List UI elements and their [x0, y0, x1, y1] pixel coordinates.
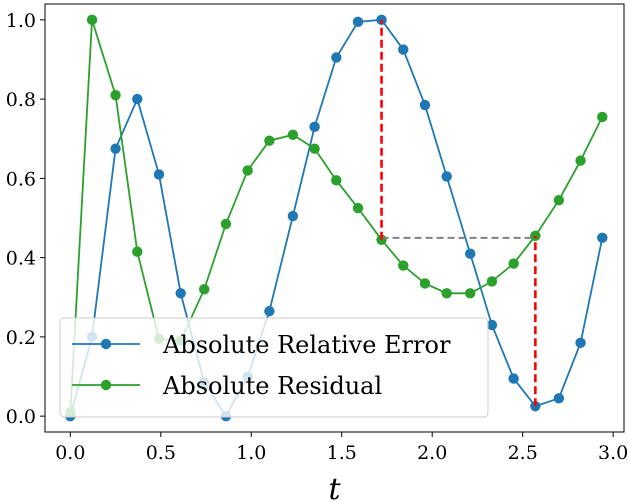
data-point: [508, 258, 519, 269]
y-tick-label: 0.6: [6, 168, 36, 190]
data-point: [530, 230, 541, 242]
data-point: [264, 135, 275, 146]
x-tick-label: 1.5: [327, 442, 357, 464]
legend: Absolute Relative Error Absolute Residual: [59, 317, 489, 418]
legend-swatch-marker: [100, 338, 112, 350]
data-point: [331, 52, 342, 63]
data-point: [508, 373, 519, 384]
y-tick-label: 1.0: [6, 10, 36, 32]
data-point: [352, 202, 364, 214]
data-point: [419, 99, 431, 111]
data-point: [398, 260, 409, 271]
x-tick-label: 1.0: [236, 442, 266, 464]
data-point: [309, 121, 320, 133]
x-axis-label: t: [328, 472, 341, 502]
data-point: [331, 175, 342, 186]
legend-label: Absolute Relative Error: [162, 331, 451, 359]
legend-box: [59, 317, 489, 418]
data-point: [553, 194, 565, 206]
data-point: [287, 210, 299, 222]
y-tick-label: 0.2: [6, 327, 36, 349]
tick-marks: [40, 19, 614, 437]
data-point: [175, 288, 186, 299]
y-tick-label: 0.4: [6, 248, 36, 270]
data-point: [597, 232, 608, 244]
data-point: [575, 155, 586, 166]
data-point: [242, 165, 253, 176]
data-point: [110, 143, 121, 154]
y-tick-label: 0.0: [6, 406, 36, 428]
data-point: [465, 248, 476, 259]
data-point: [441, 288, 452, 299]
x-tick-label: 2.5: [508, 442, 538, 464]
data-point: [597, 111, 608, 123]
data-point: [86, 14, 98, 26]
plot-frame: [44, 3, 625, 433]
data-point: [465, 288, 476, 299]
annotations: [380, 19, 537, 407]
legend-entry: Absolute Relative Error: [72, 331, 451, 359]
legend-label: Absolute Residual: [162, 372, 382, 400]
data-point: [352, 16, 364, 28]
data-point: [199, 284, 210, 295]
data-point: [132, 93, 143, 105]
x-tick-label: 2.0: [417, 442, 447, 464]
data-point: [419, 278, 431, 289]
x-tick-label: 0.5: [146, 442, 176, 464]
data-point: [264, 305, 275, 317]
data-point: [153, 169, 165, 180]
legend-swatch-marker: [100, 379, 112, 391]
legend-entry: Absolute Residual: [72, 372, 382, 400]
data-point: [132, 246, 143, 257]
data-point: [575, 337, 586, 349]
data-point: [553, 393, 565, 404]
data-point: [309, 143, 320, 154]
tick-labels: 0.0 0.5 1.0 1.5 2.0 2.5 3.0 0.0 0.2 0.4 0.6 0.8 1.0: [6, 10, 628, 464]
data-point: [220, 218, 232, 230]
data-point: [287, 129, 299, 140]
data-point: [110, 89, 121, 101]
data-point: [441, 171, 452, 182]
x-tick-label: 3.0: [598, 442, 628, 464]
data-point: [398, 44, 409, 55]
x-tick-label: 0.0: [55, 442, 85, 464]
data-point: [486, 276, 498, 287]
y-tick-label: 0.8: [6, 89, 36, 111]
data-point: [486, 319, 498, 331]
